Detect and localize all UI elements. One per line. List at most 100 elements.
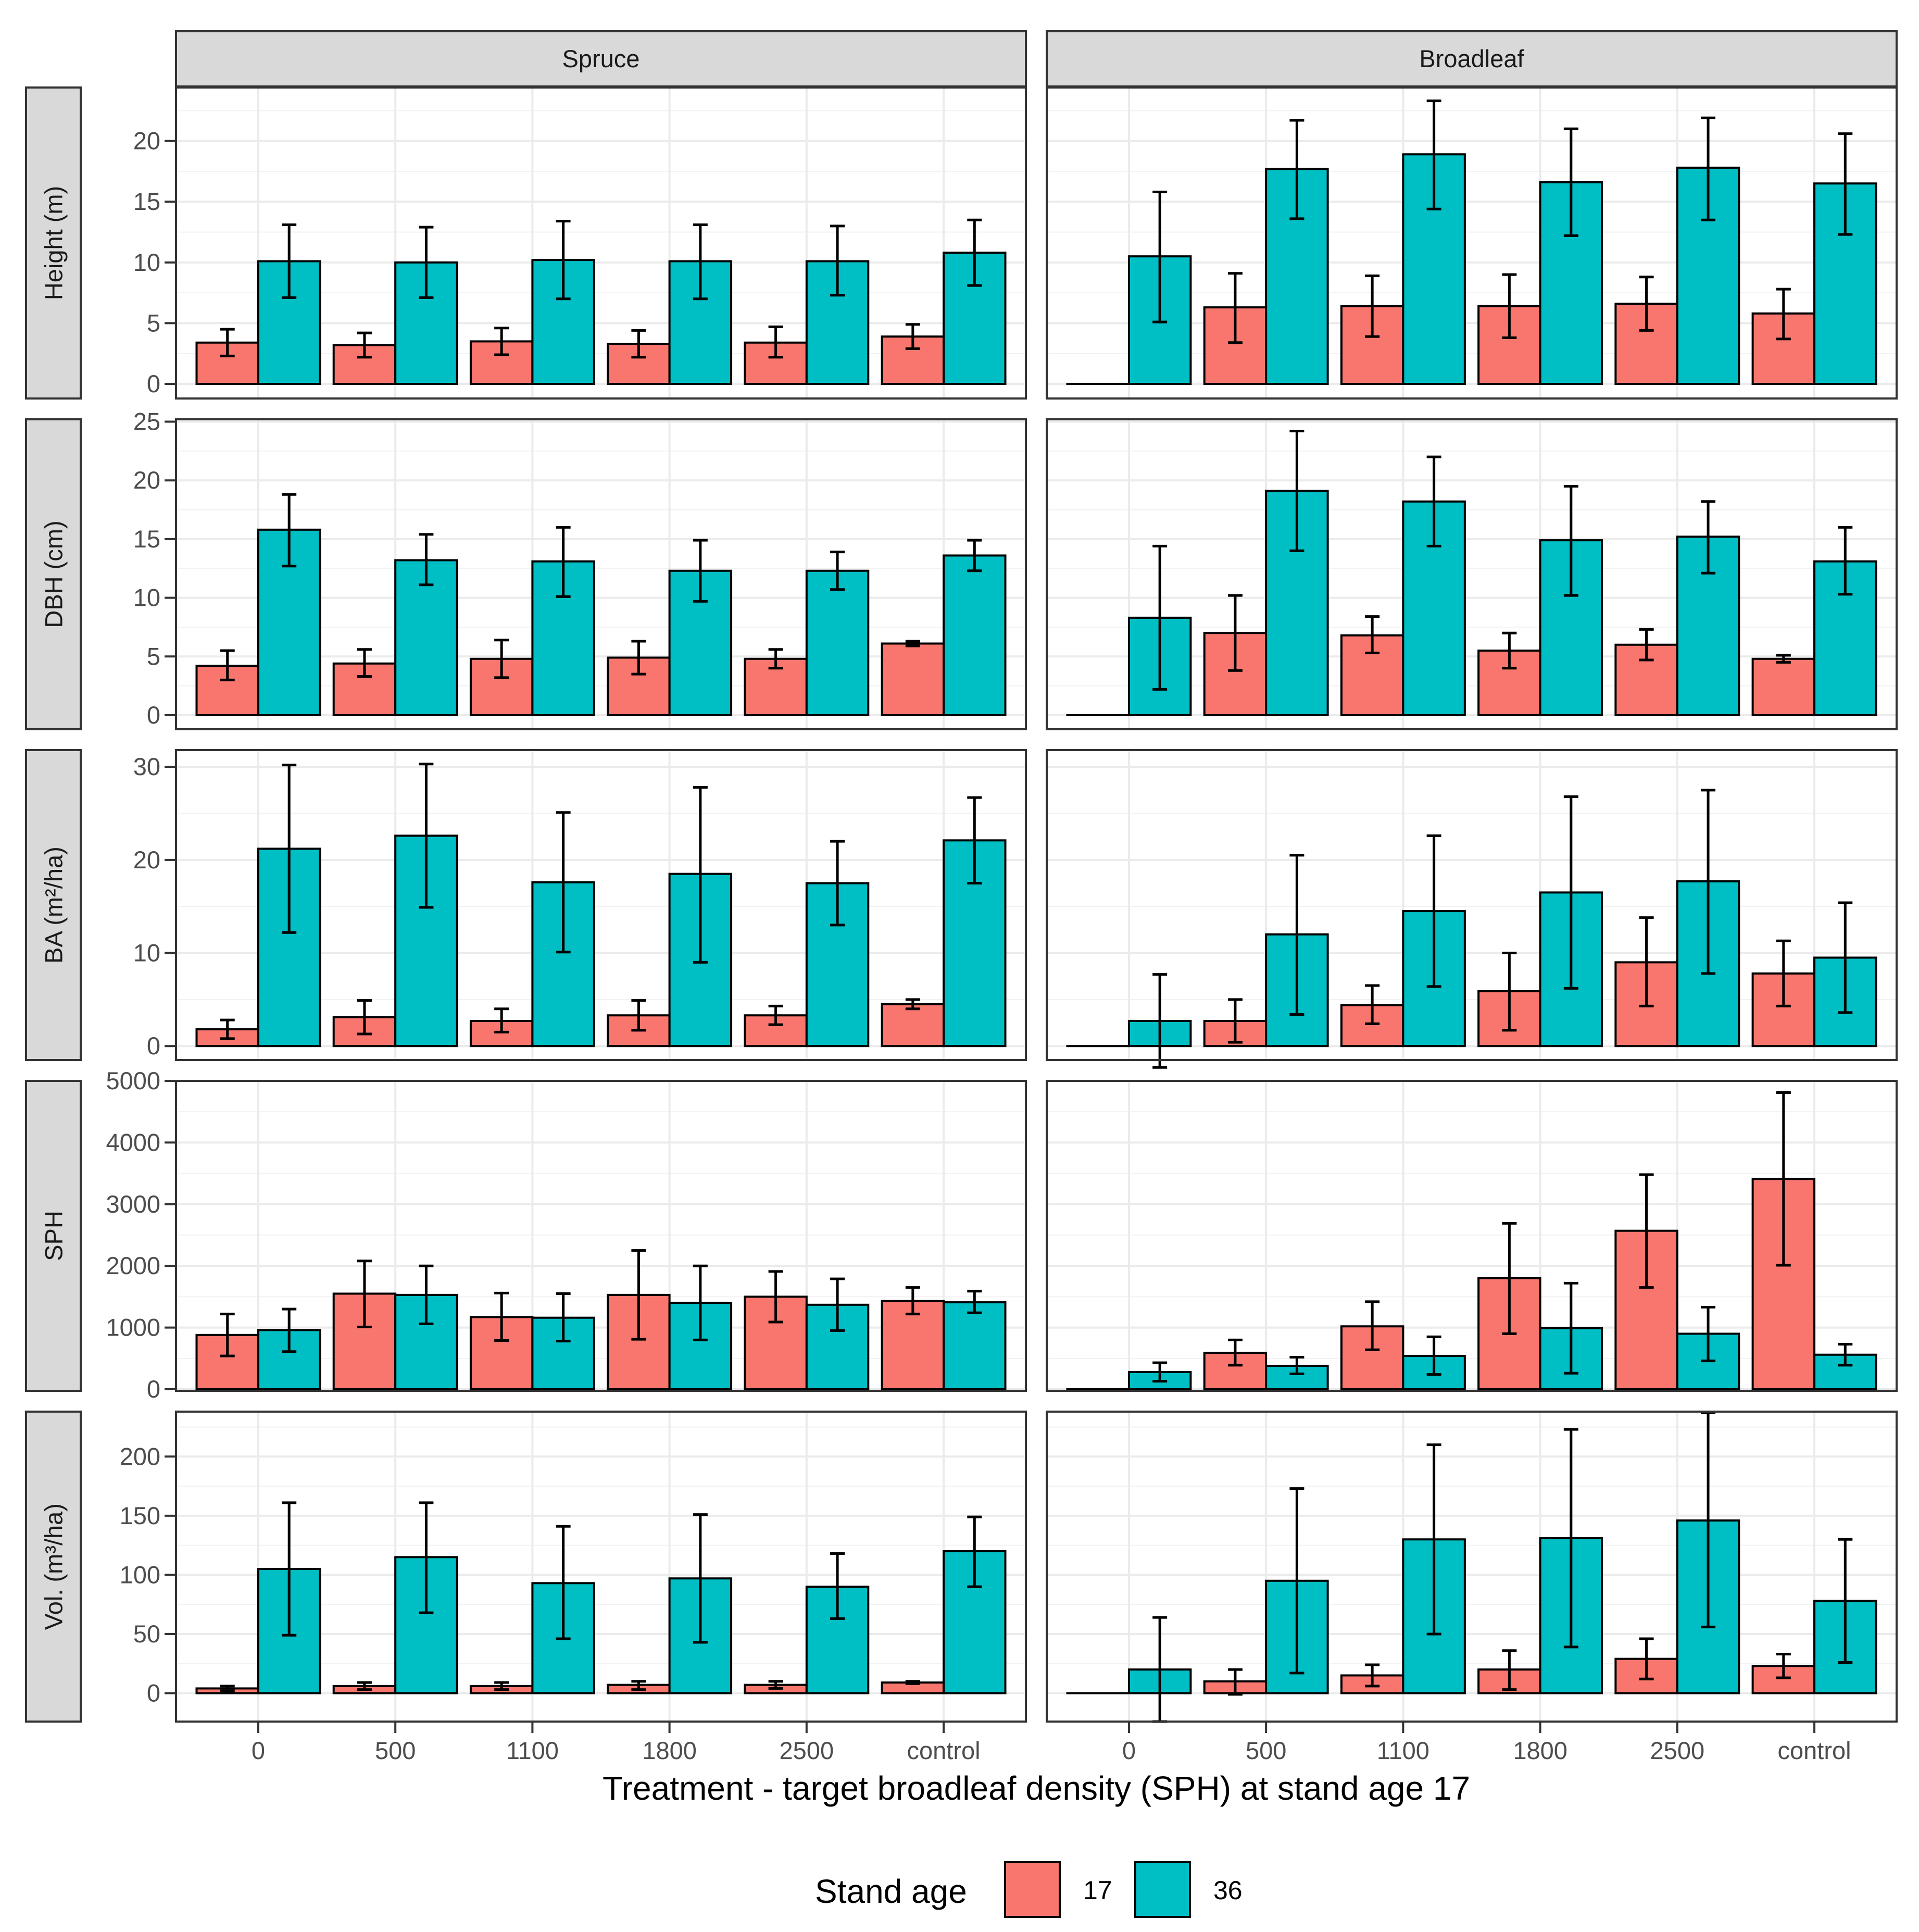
error-bar-17-2500	[1639, 1173, 1654, 1289]
error-bar-36-0	[282, 1307, 297, 1353]
y-tick-label: 15	[133, 188, 160, 215]
error-bar-17-500	[1227, 272, 1243, 344]
y-tick-label: 0	[147, 370, 160, 397]
x-tick-label: control	[1778, 1737, 1851, 1764]
error-bar-36-2500	[1701, 116, 1716, 221]
error-bar-36-0	[282, 764, 297, 934]
error-bar-17-1800	[1502, 1649, 1517, 1691]
error-bar-36-1100	[1426, 99, 1441, 210]
error-bar-17-1100	[494, 327, 509, 356]
error-bar-17-0	[220, 649, 235, 681]
error-bar-36-1100	[1426, 1335, 1441, 1376]
error-bar-17-0	[220, 1018, 235, 1040]
panel-border	[1046, 1080, 1898, 1392]
error-bar-36-control	[967, 539, 982, 572]
error-bar-36-1100	[1426, 455, 1441, 547]
legend-label-17: 17	[1083, 1876, 1112, 1905]
x-tick-label: 500	[1246, 1737, 1286, 1764]
error-bar-36-500	[419, 1264, 434, 1326]
error-bar-17-1800	[631, 329, 646, 359]
x-tick-label: 0	[1122, 1737, 1136, 1764]
error-bar-17-1800	[1502, 631, 1517, 670]
error-bar-17-1100	[1365, 274, 1380, 338]
error-bar-36-2500	[830, 225, 845, 297]
row-strip-label: Height (m)	[40, 186, 68, 300]
bar-36-control	[943, 554, 1007, 716]
x-tick-label: 2500	[780, 1737, 834, 1764]
y-tick-label: 2000	[106, 1252, 160, 1279]
error-bar-36-1800	[1563, 1428, 1578, 1649]
error-bar-17-1800	[631, 640, 646, 676]
error-bar-36-1100	[556, 1292, 571, 1343]
error-bar-36-1800	[693, 223, 708, 301]
row-strip-vol: Vol. (m³/ha)	[25, 1411, 82, 1723]
y-tick-label: 0	[147, 1679, 160, 1706]
panel-border	[175, 1080, 1027, 1392]
error-bar-17-1800	[1502, 273, 1517, 339]
error-bar-36-1800	[693, 1264, 708, 1341]
error-bar-36-0	[1152, 1361, 1168, 1383]
y-tick-label: 5000	[106, 1067, 160, 1094]
row-strip-bg	[25, 749, 82, 1061]
error-bar-17-1100	[494, 639, 509, 679]
row-strip-height: Height (m)	[25, 86, 82, 400]
error-bar-36-1800	[1563, 795, 1578, 990]
error-bar-36-control	[967, 1515, 982, 1588]
panel-border	[175, 86, 1027, 400]
panel-ba-broadleaf	[1046, 749, 1898, 1069]
bar-17-500	[1203, 306, 1268, 385]
row-strip-bg	[25, 1411, 82, 1723]
error-bar-17-500	[357, 331, 372, 359]
error-bar-17-1800	[1502, 1222, 1517, 1335]
error-bar-17-0	[220, 1685, 235, 1692]
error-bar-17-1100	[494, 1007, 509, 1033]
bar-36-control	[1813, 1353, 1877, 1391]
error-bar-36-1100	[556, 526, 571, 598]
bar-17-control	[1751, 657, 1816, 716]
error-bar-36-500	[1289, 1355, 1305, 1375]
row-strip-dbh: DBH (cm)	[25, 418, 82, 730]
error-bar-36-0	[282, 493, 297, 568]
y-tick-label: 100	[120, 1561, 160, 1588]
error-bar-17-1100	[1365, 1663, 1380, 1688]
error-bar-36-500	[1289, 854, 1305, 1016]
error-bar-17-1800	[631, 1680, 646, 1691]
error-bar-36-500	[1289, 1487, 1305, 1675]
strip-spruce	[175, 30, 1027, 88]
panel-dbh-broadleaf	[1046, 418, 1898, 730]
y-tick-label: 10	[133, 584, 160, 612]
error-bar-17-control	[1776, 654, 1791, 664]
bar-36-2500	[805, 1303, 870, 1391]
error-bar-36-500	[419, 763, 434, 909]
error-bar-17-2500	[1639, 1637, 1654, 1680]
y-tick-label: 10	[133, 939, 160, 967]
error-bar-17-2500	[768, 1680, 783, 1690]
row-strip-bg	[25, 418, 82, 730]
error-bar-36-1800	[693, 786, 708, 964]
error-bar-36-control	[967, 218, 982, 287]
row-strip-label: BA (m²/ha)	[40, 846, 68, 964]
error-bar-36-control	[1838, 526, 1853, 596]
y-tick-label: 0	[147, 1032, 160, 1060]
strip-broadleaf	[1046, 30, 1898, 88]
error-bar-36-control	[1838, 1538, 1853, 1664]
error-bar-17-2500	[768, 325, 783, 359]
error-bar-17-0	[220, 328, 235, 357]
error-bar-17-control	[905, 1286, 920, 1316]
error-bar-36-0	[282, 1501, 297, 1637]
x-tick-label: 1800	[1513, 1737, 1567, 1764]
panel-vol-spruce	[175, 1411, 1027, 1723]
row-strip-ba: BA (m²/ha)	[25, 749, 82, 1061]
error-bar-17-500	[1227, 998, 1243, 1044]
x-tick-label: control	[907, 1737, 981, 1764]
x-tick-label: 500	[375, 1737, 416, 1764]
error-bar-17-control	[1776, 1091, 1791, 1267]
error-bar-36-control	[1838, 1343, 1853, 1367]
x-tick-label: 1800	[642, 1737, 697, 1764]
error-bar-36-500	[419, 1501, 434, 1614]
y-tick-label: 1000	[106, 1314, 160, 1341]
row-strip-label: SPH	[40, 1211, 68, 1261]
y-tick-label: 20	[133, 127, 160, 155]
bar-17-control	[881, 642, 945, 716]
